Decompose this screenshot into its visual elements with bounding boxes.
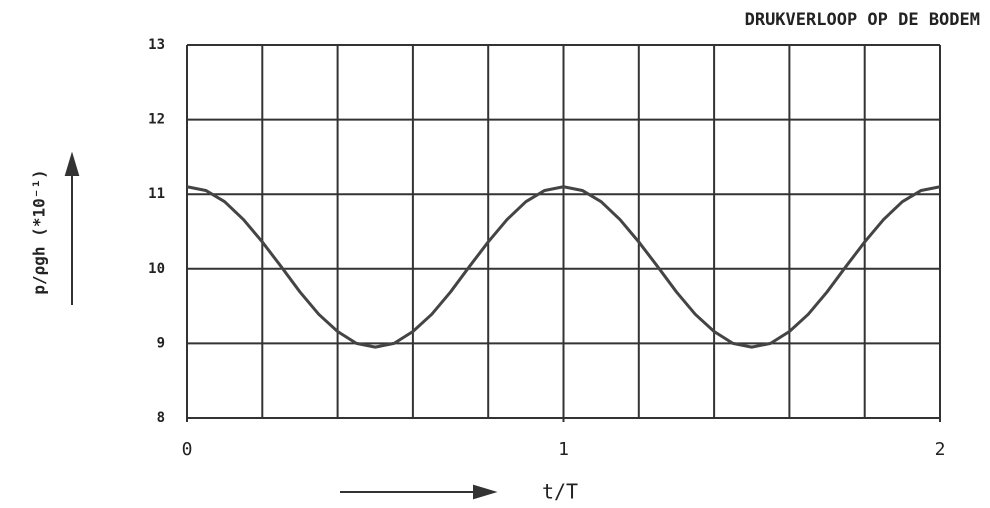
chart-title: DRUKVERLOOP OP DE BODEM: [745, 10, 980, 30]
line-series: [186, 185, 941, 349]
y-tick-label: 9: [157, 335, 165, 351]
x-axis-label: t/T: [542, 480, 578, 504]
x-arrow: [340, 484, 498, 500]
y-arrow: [64, 151, 80, 305]
y-tick-label: 12: [148, 112, 165, 128]
y-tick-label: 11: [148, 186, 165, 202]
y-tick-label: 8: [157, 410, 165, 426]
x-tick-label: 2: [935, 439, 946, 460]
y-tick-label: 10: [148, 261, 165, 277]
x-tick-label: 0: [182, 439, 193, 460]
y-axis-label: p/ρgh (*10⁻¹): [30, 169, 49, 294]
y-tick-label: 13: [148, 37, 165, 53]
x-tick-label: 1: [558, 439, 569, 460]
